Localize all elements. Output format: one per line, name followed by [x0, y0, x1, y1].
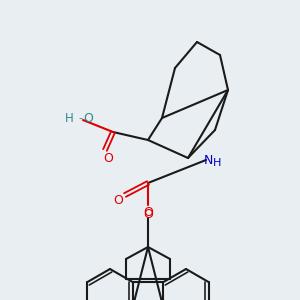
Text: N: N: [203, 154, 213, 167]
Text: O: O: [143, 208, 153, 221]
Text: O: O: [143, 206, 153, 220]
Text: O: O: [113, 194, 123, 208]
Text: -: -: [78, 113, 82, 123]
Text: O: O: [83, 112, 93, 125]
Text: H: H: [64, 112, 74, 124]
Text: H: H: [213, 158, 221, 168]
Text: O: O: [103, 152, 113, 164]
